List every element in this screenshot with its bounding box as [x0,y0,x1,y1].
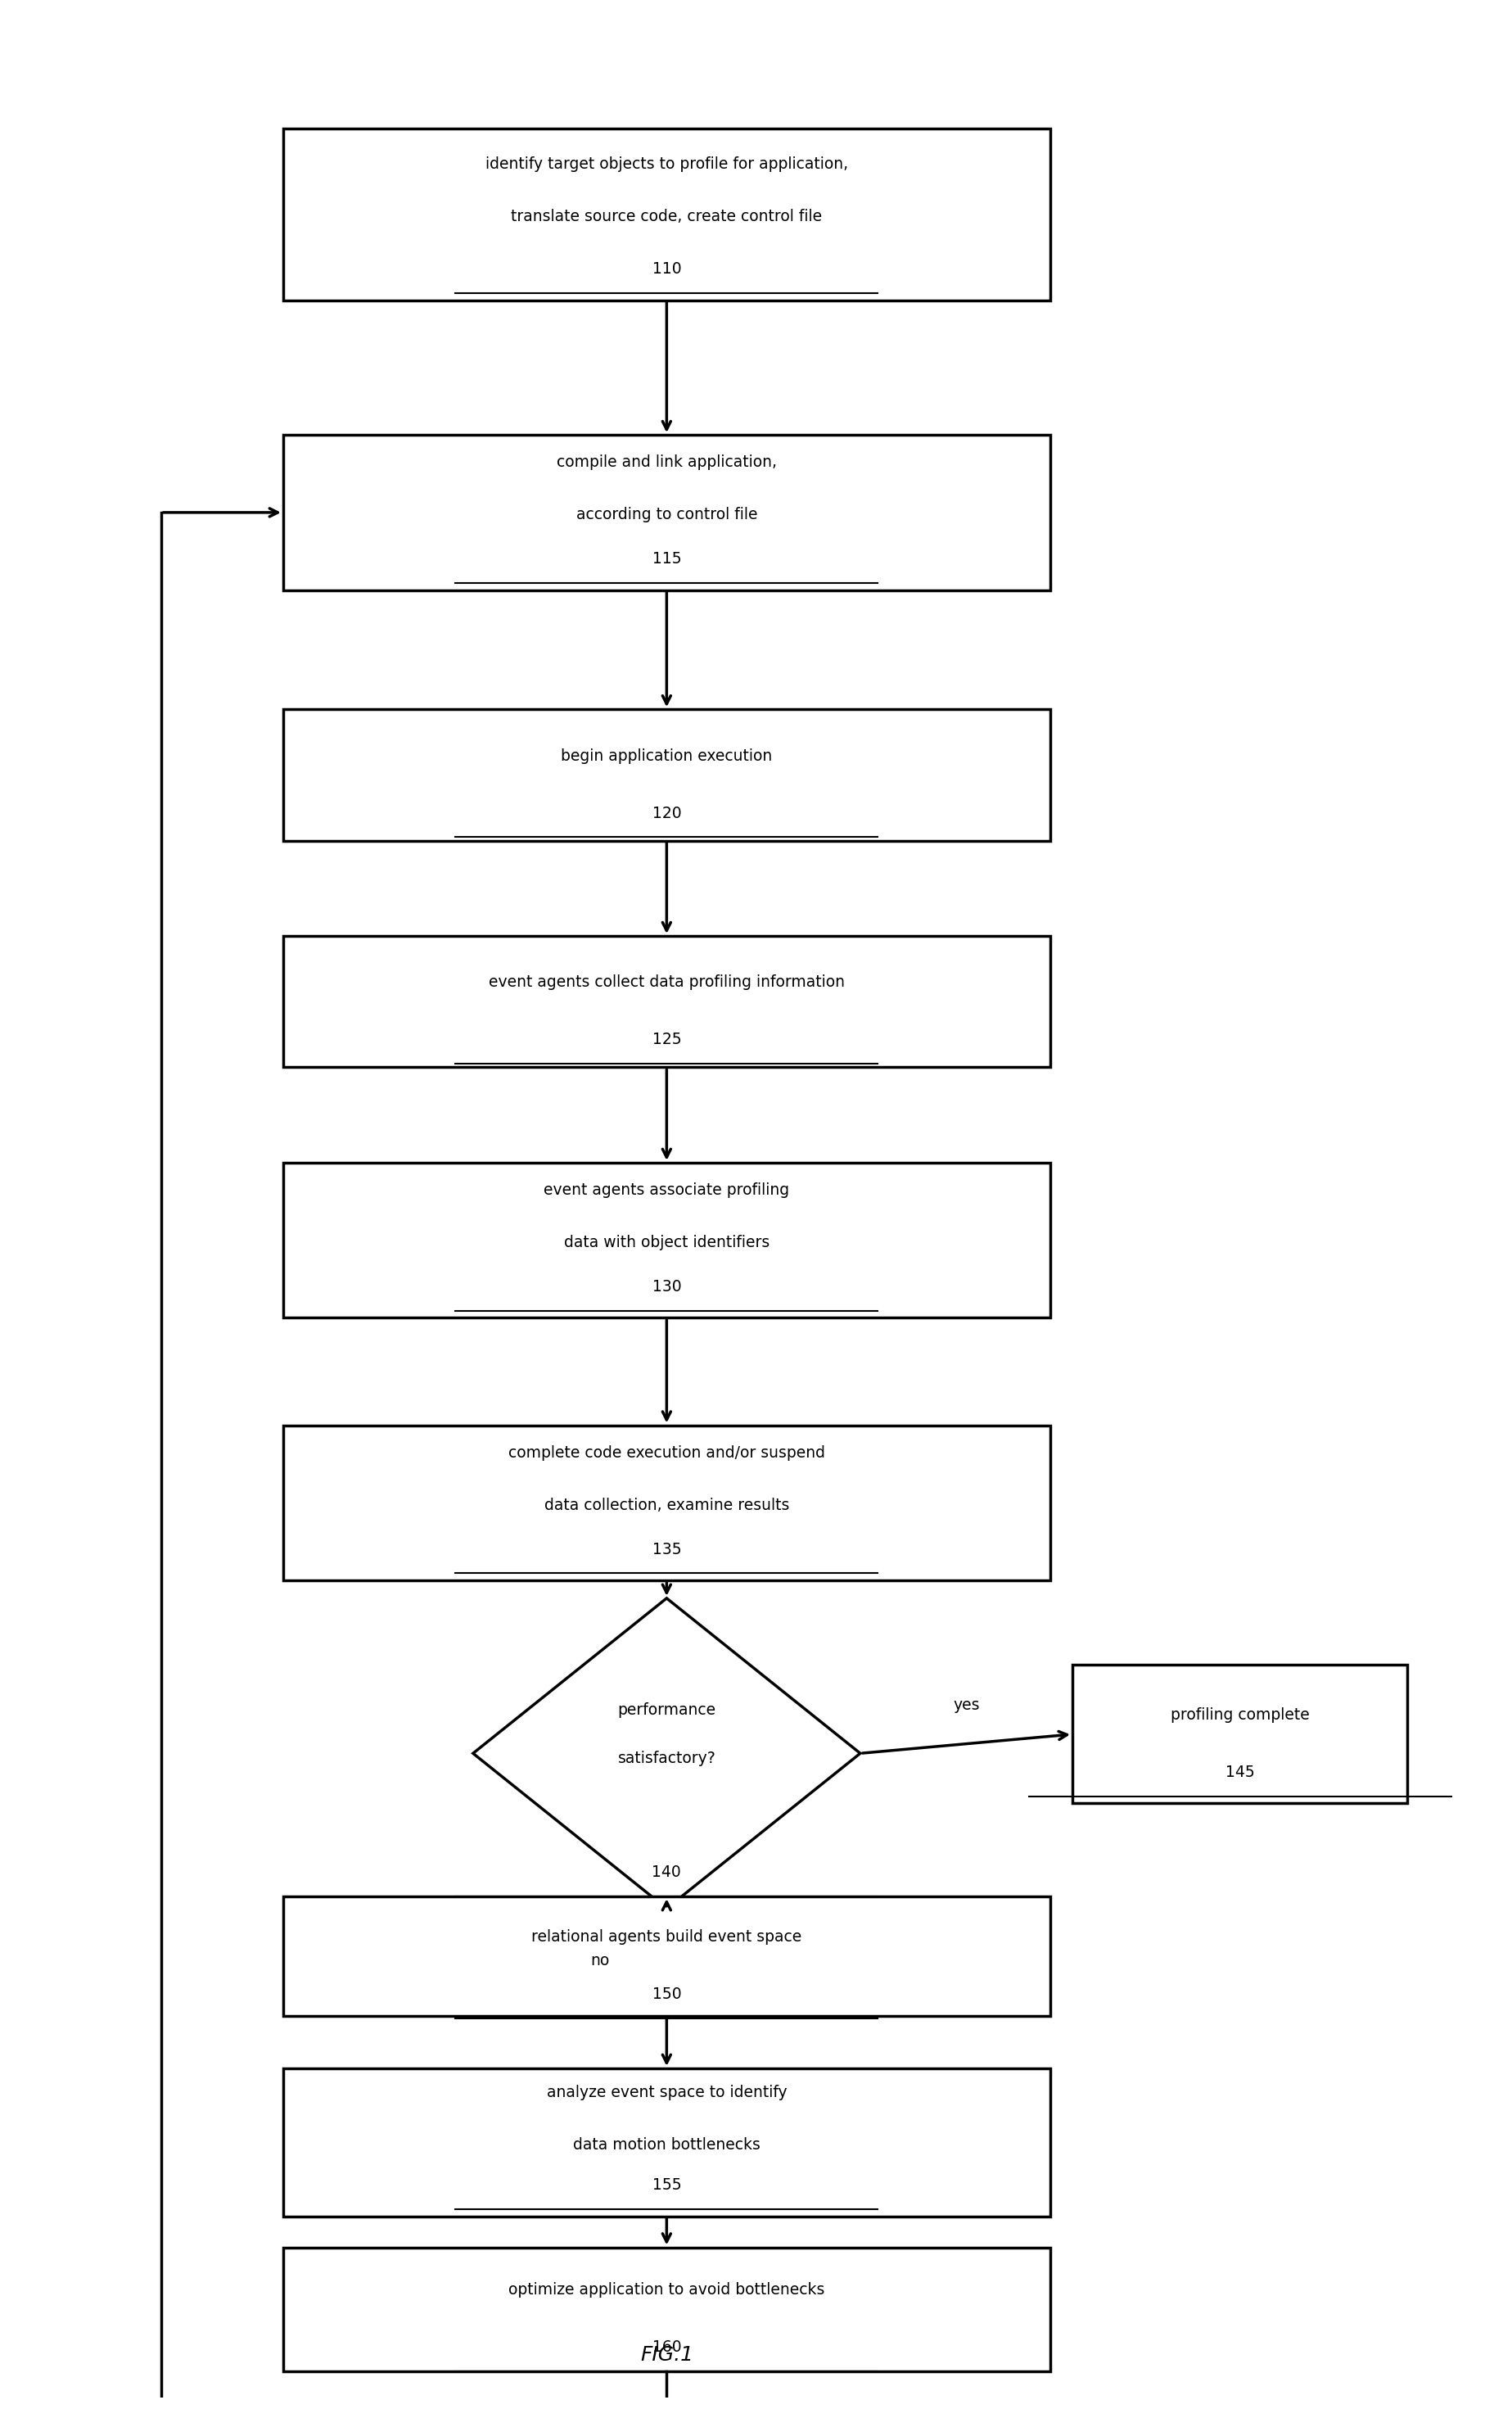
Bar [283,2069,1051,2216]
Text: relational agents build event space: relational agents build event space [532,1930,801,1944]
Bar [1072,1665,1408,1804]
Text: FIG.1: FIG.1 [640,2344,692,2366]
Text: event agents collect data profiling information: event agents collect data profiling info… [488,976,845,990]
Text: 115: 115 [652,552,682,566]
Text: complete code execution and/or suspend: complete code execution and/or suspend [508,1445,826,1460]
Text: 125: 125 [652,1031,682,1048]
Text: event agents associate profiling: event agents associate profiling [544,1183,789,1197]
Bar [283,2248,1051,2370]
Text: profiling complete: profiling complete [1170,1708,1309,1722]
Text: data with object identifiers: data with object identifiers [564,1236,770,1250]
Bar [283,436,1051,590]
Text: 145: 145 [1225,1766,1255,1780]
Polygon shape [473,1597,860,1908]
Text: data collection, examine results: data collection, examine results [544,1498,789,1513]
Text: 140: 140 [652,1865,682,1881]
Text: begin application execution: begin application execution [561,749,773,764]
Text: 155: 155 [652,2178,682,2192]
Bar [283,1426,1051,1580]
Text: 150: 150 [652,1987,682,2002]
Bar [283,1164,1051,1318]
Text: no: no [590,1954,609,1968]
Bar [283,128,1051,301]
Text: compile and link application,: compile and link application, [556,455,777,470]
Text: satisfactory?: satisfactory? [617,1751,715,1766]
Text: 135: 135 [652,1542,682,1556]
Text: translate source code, create control file: translate source code, create control fi… [511,210,823,224]
Text: 110: 110 [652,260,682,277]
Text: performance: performance [617,1703,715,1718]
Text: 160: 160 [652,2339,682,2356]
Bar [283,708,1051,841]
Text: analyze event space to identify: analyze event space to identify [546,2084,786,2101]
Bar [283,937,1051,1067]
Bar [283,1896,1051,2016]
Text: data motion bottlenecks: data motion bottlenecks [573,2137,761,2154]
Text: yes: yes [953,1698,980,1713]
Text: optimize application to avoid bottlenecks: optimize application to avoid bottleneck… [508,2281,824,2298]
Text: 120: 120 [652,805,682,821]
Text: according to control file: according to control file [576,506,758,523]
Text: 130: 130 [652,1279,682,1294]
Text: identify target objects to profile for application,: identify target objects to profile for a… [485,157,848,171]
